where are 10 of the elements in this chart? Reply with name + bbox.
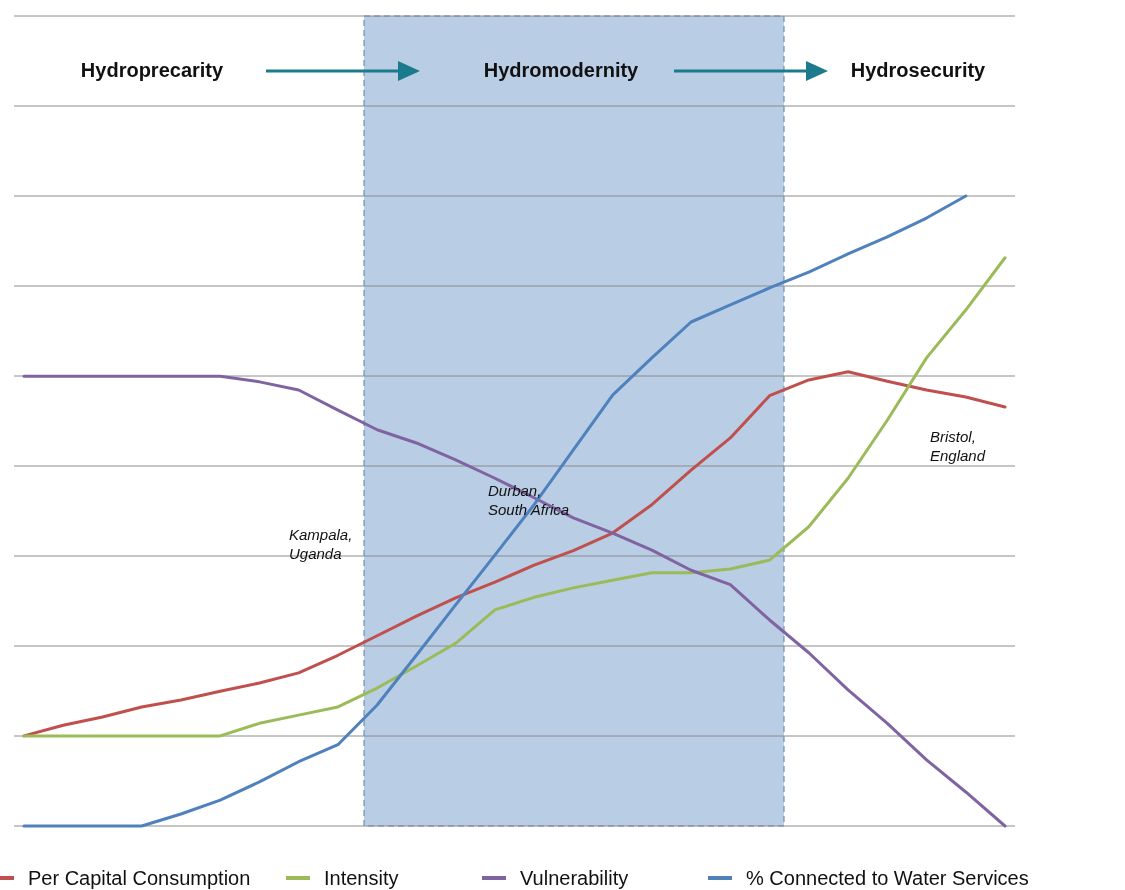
legend-label: Per Capital Consumption — [28, 867, 251, 889]
legend-label: % Connected to Water Services — [746, 867, 1029, 889]
legend-label: Vulnerability — [520, 867, 629, 889]
text: Hydromodernity — [483, 59, 640, 81]
annotation: Durban, South Africa — [488, 482, 570, 518]
annotation: Bristol, England — [930, 428, 986, 464]
text: Hydrosecurity — [850, 59, 987, 81]
annotation: Kampala, Uganda — [289, 526, 353, 562]
legend-label: Intensity — [324, 867, 399, 889]
text: Hydroprecarity — [80, 59, 225, 81]
